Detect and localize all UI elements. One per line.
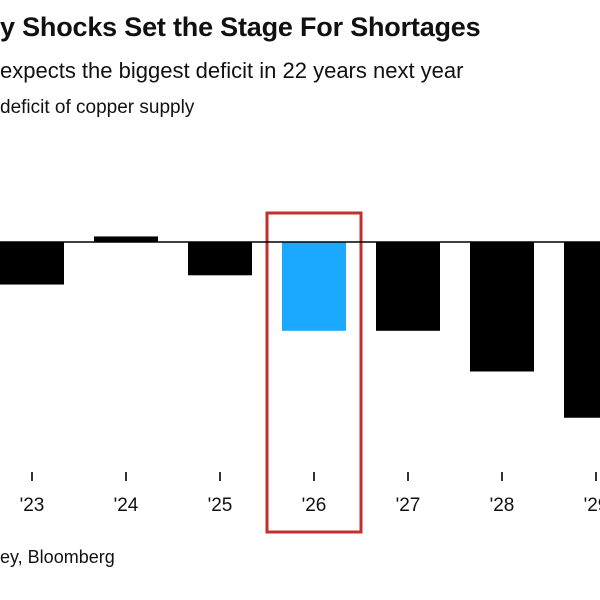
chart-subtitle: expects the biggest deficit in 22 years … — [0, 58, 464, 83]
bar — [376, 242, 440, 331]
source-note: ey, Bloomberg — [0, 547, 115, 567]
bar — [188, 242, 252, 276]
x-tick-label: '25 — [208, 495, 233, 516]
x-tick-label: '24 — [114, 495, 139, 516]
x-tick-label: '28 — [490, 495, 515, 516]
highlight-box — [265, 211, 363, 534]
x-tick-label: '27 — [396, 495, 421, 516]
x-tick-label: '26 — [302, 495, 327, 516]
highlight-bar — [282, 242, 346, 331]
x-tick-label: '23 — [20, 495, 45, 516]
bar — [470, 242, 534, 372]
unit-label: deficit of copper supply — [0, 97, 195, 118]
bar — [0, 242, 64, 285]
bar — [94, 236, 158, 242]
chart-title: y Shocks Set the Stage For Shortages — [0, 12, 481, 42]
x-tick-label: '29 — [584, 495, 600, 516]
bar-chart: '23 '24 '25 '26 '27 '28 '29 — [0, 211, 600, 534]
bar — [564, 242, 600, 418]
